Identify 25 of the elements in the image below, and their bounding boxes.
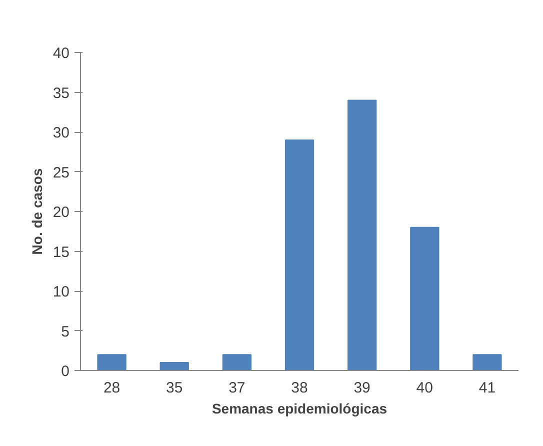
y-tick-label: 0 [61,363,70,380]
y-axis-title: No. de casos [28,168,45,255]
bar [472,354,502,370]
y-tick-label: 25 [52,164,70,182]
x-tick-label: 40 [416,380,433,396]
bar [160,362,189,370]
bar [284,139,314,370]
x-tick-label: 37 [228,380,246,396]
x-tick-label: 35 [166,380,183,396]
y-tick-label: 40 [52,45,70,62]
x-tick-label: 39 [354,380,370,396]
x-axis-title: Semanas epidemiológicas [212,400,388,416]
bar [97,354,126,370]
y-tick-label: 10 [52,284,70,300]
y-tick-label: 30 [52,124,70,142]
bar [347,100,377,370]
bar [222,354,252,370]
x-tick-label: 38 [291,380,308,396]
bar [410,226,440,370]
y-tick-label: 15 [52,244,70,261]
x-tick-label: 41 [478,380,496,396]
x-tick-label: 28 [103,380,120,396]
y-tick-label: 35 [52,84,70,102]
y-tick-label: 5 [61,323,70,340]
y-tick-label: 20 [52,204,70,221]
